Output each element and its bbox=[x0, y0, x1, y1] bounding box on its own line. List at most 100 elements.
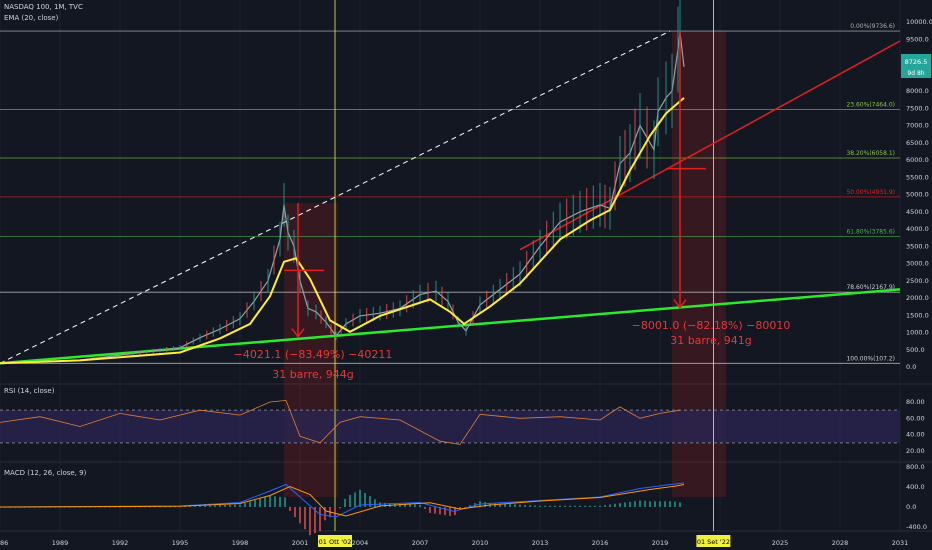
rsi-line bbox=[0, 399, 681, 445]
price-candle bbox=[665, 61, 667, 135]
x-tick-label: 2007 bbox=[412, 539, 429, 547]
fib-label: 38.20%(6058.1) bbox=[846, 150, 895, 157]
macd-histogram-bar bbox=[514, 504, 516, 507]
price-candle bbox=[392, 302, 394, 318]
price-candle bbox=[340, 324, 342, 335]
price-candle bbox=[614, 161, 616, 211]
price-candle bbox=[441, 286, 443, 306]
price-candle bbox=[634, 108, 636, 171]
macd-histogram-bar bbox=[274, 496, 276, 507]
price-candle bbox=[112, 354, 114, 358]
y-tick-label: 3500.0 bbox=[906, 242, 929, 250]
ema-legend: EMA (20, close) bbox=[4, 14, 59, 22]
rsi-tick-label: 20.00 bbox=[906, 447, 925, 455]
macd-histogram-bar bbox=[629, 501, 631, 507]
macd-histogram-bar bbox=[214, 505, 216, 507]
fib-label: 50.00%(4931.9) bbox=[846, 189, 895, 196]
price-candle bbox=[166, 346, 168, 352]
x-tick-label: 1986 bbox=[0, 539, 8, 547]
y-tick-label: 3000.0 bbox=[906, 260, 929, 268]
price-candle bbox=[359, 309, 361, 323]
price-candle bbox=[239, 312, 241, 326]
macd-histogram-bar bbox=[434, 507, 436, 514]
price-candle bbox=[366, 308, 368, 323]
macd-histogram-bar bbox=[374, 499, 376, 507]
macd-histogram-bar bbox=[664, 501, 666, 507]
macd-histogram-bar bbox=[569, 505, 571, 507]
macd-histogram-bar bbox=[554, 505, 556, 507]
macd-histogram-bar bbox=[184, 506, 186, 508]
price-candle bbox=[646, 106, 648, 169]
price-candle bbox=[106, 355, 108, 359]
macd-histogram-bar bbox=[649, 501, 651, 507]
macd-histogram-bar bbox=[444, 507, 446, 516]
price-candle bbox=[532, 240, 534, 271]
price-candle bbox=[226, 320, 228, 332]
macd-histogram-bar bbox=[259, 498, 261, 507]
price-candle bbox=[457, 316, 459, 329]
macd-histogram-bar bbox=[544, 505, 546, 507]
price-candle bbox=[206, 330, 208, 340]
macd-histogram-bar bbox=[299, 507, 301, 524]
macd-histogram-bar bbox=[349, 494, 351, 507]
macd-histogram-bar bbox=[679, 502, 681, 507]
macd-histogram-bar bbox=[204, 505, 206, 507]
price-candle bbox=[566, 198, 568, 239]
macd-histogram-bar bbox=[189, 506, 191, 507]
macd-histogram-bar bbox=[319, 507, 321, 532]
price-candle bbox=[671, 53, 673, 129]
price-candle bbox=[279, 222, 281, 257]
price-candle bbox=[499, 278, 501, 300]
x-tick-label: 2013 bbox=[532, 539, 549, 547]
macd-histogram-bar bbox=[264, 497, 266, 507]
macd-histogram-bar bbox=[519, 504, 521, 507]
rsi-tick-label: 40.00 bbox=[906, 431, 925, 439]
price-candle bbox=[212, 327, 214, 337]
price-candle bbox=[219, 323, 221, 335]
macd-histogram-bar bbox=[414, 504, 416, 507]
drop-zone-1 bbox=[284, 203, 338, 497]
x-tick-label: 2025 bbox=[772, 539, 789, 547]
macd-legend: MACD (12, 26, close, 9) bbox=[4, 469, 87, 477]
price-candle bbox=[619, 135, 621, 191]
price-candle bbox=[579, 190, 581, 233]
y-tick-label: 7500.0 bbox=[906, 104, 929, 112]
price-candle bbox=[372, 306, 374, 322]
fib-label: 78.60%(2167.9) bbox=[846, 284, 895, 291]
price-candle bbox=[159, 347, 161, 353]
macd-histogram-bar bbox=[524, 504, 526, 507]
price-candle bbox=[465, 325, 467, 336]
macd-histogram-bar bbox=[469, 505, 471, 507]
macd-histogram-bar bbox=[634, 501, 636, 507]
macd-histogram-bar bbox=[284, 497, 286, 507]
y-tick-label: 5000.0 bbox=[906, 191, 929, 199]
price-candle bbox=[345, 318, 347, 330]
macd-tick-label: 400.0 bbox=[906, 483, 925, 491]
macd-histogram-bar bbox=[294, 507, 296, 518]
macd-histogram-bar bbox=[549, 505, 551, 507]
macd-histogram-bar bbox=[614, 503, 616, 507]
macd-histogram-bar bbox=[224, 504, 226, 507]
macd-histogram-bar bbox=[194, 505, 196, 507]
price-candle bbox=[287, 214, 289, 251]
y-tick-label: 6000.0 bbox=[906, 156, 929, 164]
time-marker-tag-1 bbox=[318, 535, 352, 547]
price-candle bbox=[435, 280, 437, 302]
drop-arrowhead-2 bbox=[673, 299, 687, 309]
price-candle bbox=[139, 350, 141, 355]
fib-label: 0.00%(9736.6) bbox=[850, 23, 895, 30]
price-candle bbox=[320, 310, 322, 324]
macd-histogram-bar bbox=[244, 503, 246, 507]
y-tick-label: 2500.0 bbox=[906, 277, 929, 285]
symbol-title: NASDAQ 100, 1M, TVC bbox=[4, 3, 83, 11]
time-marker-label-1: 01 Ott '02 bbox=[319, 538, 352, 546]
x-tick-label: 2010 bbox=[472, 539, 489, 547]
macd-histogram-bar bbox=[449, 507, 451, 516]
price-candle bbox=[506, 273, 508, 296]
macd-histogram-bar bbox=[599, 505, 601, 507]
macd-histogram-bar bbox=[409, 504, 411, 507]
signal-line bbox=[0, 484, 685, 517]
x-tick-label: 2019 bbox=[652, 539, 669, 547]
macd-histogram-bar bbox=[609, 504, 611, 507]
